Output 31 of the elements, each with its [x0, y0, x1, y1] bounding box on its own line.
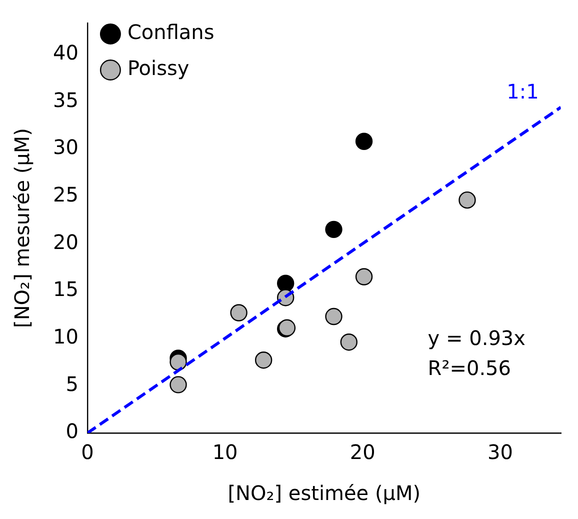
y-tick-label: 25 [52, 182, 78, 206]
point [325, 220, 342, 238]
point [170, 376, 187, 394]
point [340, 334, 358, 351]
annotation: y = 0.93x [428, 326, 526, 350]
point [254, 351, 272, 369]
y-tick-label: 30 [52, 135, 78, 160]
x-axis-title: [NO₂] estimée (µM) [228, 481, 421, 506]
y-axis-title: [NO₂] mesurée (µM) [10, 128, 34, 328]
annotation: R²=0.56 [428, 356, 512, 380]
series-label: 1:1 [506, 79, 539, 104]
point [230, 304, 248, 322]
point [170, 353, 187, 371]
point [458, 191, 476, 209]
y-tick-label: 35 [52, 88, 78, 112]
x-tick-label: 0 [81, 440, 94, 464]
point [276, 274, 294, 292]
x-tick-label: 20 [350, 440, 376, 464]
legend-label: Conflans [127, 20, 214, 44]
y-tick-label: 15 [52, 277, 78, 302]
y-tick-label: 10 [52, 324, 78, 349]
point [355, 132, 373, 150]
legend-label: Poissy [127, 56, 190, 80]
y-tick-label: 0 [66, 419, 78, 444]
point [325, 308, 342, 326]
y-tick-label: 5 [66, 372, 78, 396]
y-tick-label: 20 [52, 230, 78, 254]
point [355, 268, 373, 286]
x-tick-label: 10 [212, 440, 238, 464]
y-tick-label: 40 [52, 40, 78, 64]
x-tick-label: 30 [488, 440, 513, 464]
